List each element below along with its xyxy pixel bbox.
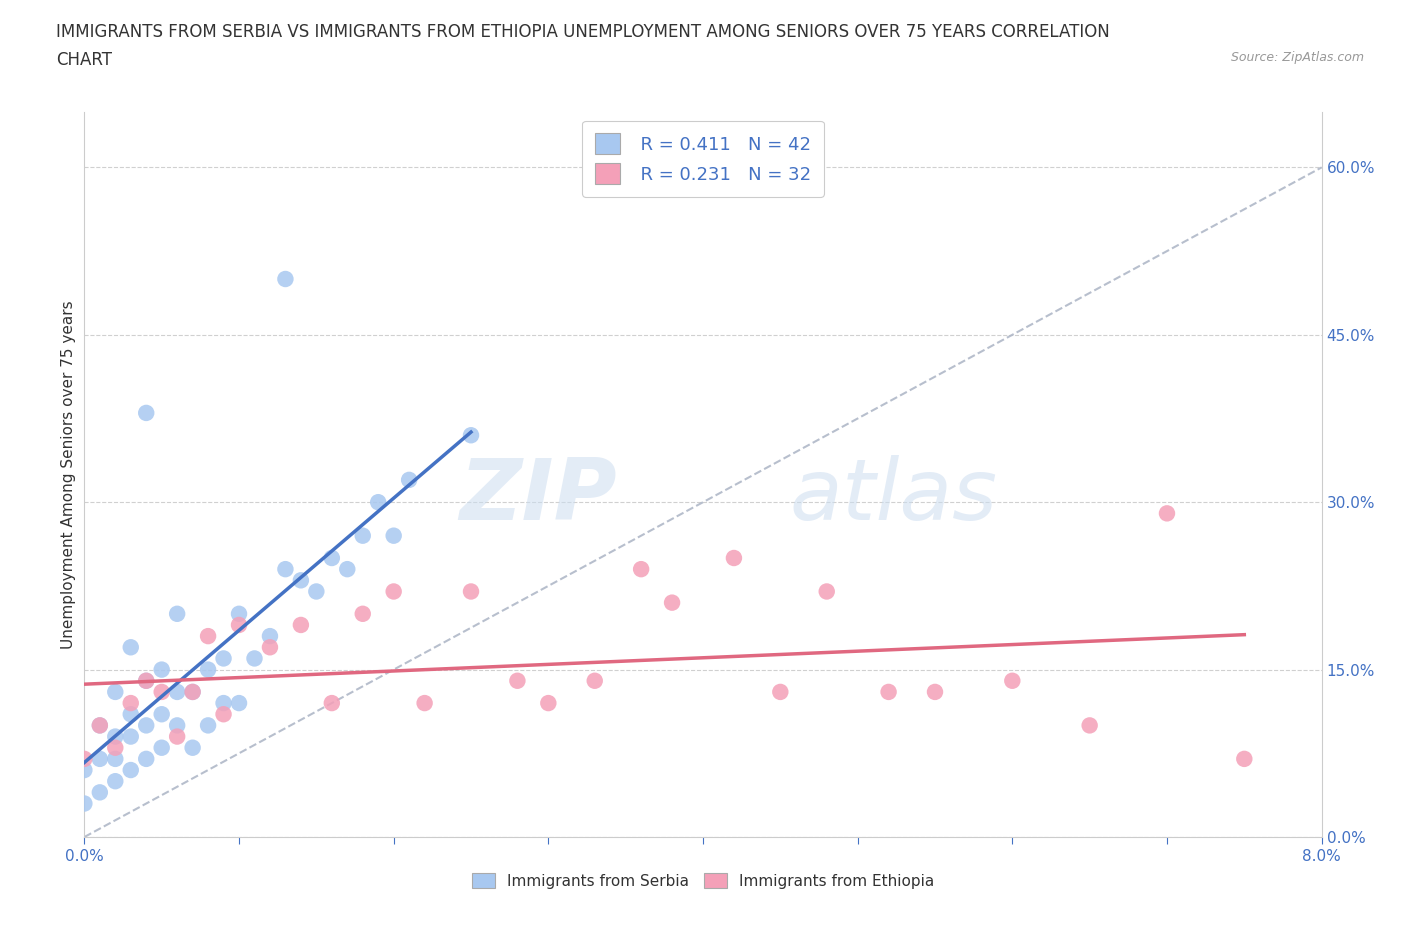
Point	[336, 562, 359, 577]
Point	[815, 584, 838, 599]
Point	[460, 428, 482, 443]
Point	[181, 684, 204, 699]
Point	[212, 707, 235, 722]
Point	[460, 584, 482, 599]
Point	[104, 684, 127, 699]
Point	[73, 763, 96, 777]
Point	[769, 684, 792, 699]
Point	[197, 718, 219, 733]
Point	[104, 729, 127, 744]
Point	[181, 684, 204, 699]
Y-axis label: Unemployment Among Seniors over 75 years: Unemployment Among Seniors over 75 years	[60, 300, 76, 648]
Point	[259, 629, 281, 644]
Point	[630, 562, 652, 577]
Point	[89, 751, 111, 766]
Point	[352, 528, 374, 543]
Point	[1233, 751, 1256, 766]
Point	[583, 673, 606, 688]
Point	[166, 684, 188, 699]
Point	[661, 595, 683, 610]
Point	[120, 763, 142, 777]
Point	[150, 740, 173, 755]
Point	[1156, 506, 1178, 521]
Point	[274, 272, 297, 286]
Point	[89, 718, 111, 733]
Point	[321, 696, 343, 711]
Point	[197, 662, 219, 677]
Point	[104, 740, 127, 755]
Point	[413, 696, 436, 711]
Point	[166, 718, 188, 733]
Point	[924, 684, 946, 699]
Point	[243, 651, 266, 666]
Point	[382, 584, 405, 599]
Point	[104, 774, 127, 789]
Point	[398, 472, 420, 487]
Legend: Immigrants from Serbia, Immigrants from Ethiopia: Immigrants from Serbia, Immigrants from …	[465, 867, 941, 895]
Point	[228, 696, 250, 711]
Point	[877, 684, 900, 699]
Point	[135, 718, 157, 733]
Point	[723, 551, 745, 565]
Point	[305, 584, 328, 599]
Point	[150, 707, 173, 722]
Point	[274, 562, 297, 577]
Point	[181, 740, 204, 755]
Point	[89, 785, 111, 800]
Point	[259, 640, 281, 655]
Point	[120, 696, 142, 711]
Point	[367, 495, 389, 510]
Point	[120, 640, 142, 655]
Point	[135, 751, 157, 766]
Point	[228, 606, 250, 621]
Point	[290, 618, 312, 632]
Point	[290, 573, 312, 588]
Point	[73, 796, 96, 811]
Text: IMMIGRANTS FROM SERBIA VS IMMIGRANTS FROM ETHIOPIA UNEMPLOYMENT AMONG SENIORS OV: IMMIGRANTS FROM SERBIA VS IMMIGRANTS FRO…	[56, 23, 1109, 41]
Point	[104, 751, 127, 766]
Point	[506, 673, 529, 688]
Point	[1001, 673, 1024, 688]
Text: Source: ZipAtlas.com: Source: ZipAtlas.com	[1230, 51, 1364, 64]
Point	[321, 551, 343, 565]
Point	[120, 729, 142, 744]
Point	[150, 684, 173, 699]
Point	[166, 606, 188, 621]
Text: ZIP: ZIP	[458, 455, 616, 538]
Point	[135, 405, 157, 420]
Point	[150, 662, 173, 677]
Text: CHART: CHART	[56, 51, 112, 69]
Point	[73, 751, 96, 766]
Point	[537, 696, 560, 711]
Point	[135, 673, 157, 688]
Point	[120, 707, 142, 722]
Point	[212, 696, 235, 711]
Point	[197, 629, 219, 644]
Point	[228, 618, 250, 632]
Point	[352, 606, 374, 621]
Point	[135, 673, 157, 688]
Point	[212, 651, 235, 666]
Point	[166, 729, 188, 744]
Point	[382, 528, 405, 543]
Point	[1078, 718, 1101, 733]
Point	[89, 718, 111, 733]
Text: atlas: atlas	[790, 455, 998, 538]
